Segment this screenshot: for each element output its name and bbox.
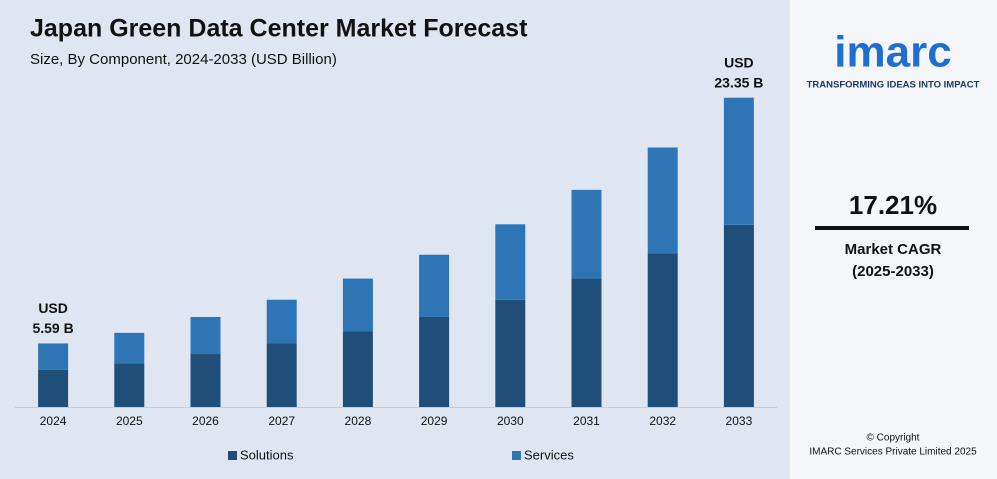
bar-segment: [342, 278, 373, 332]
legend-swatch: [512, 451, 521, 460]
total-label: USD: [724, 54, 754, 70]
bar-segment: [190, 354, 221, 407]
x-tick-label: 2032: [649, 414, 676, 428]
cagr-label: Market CAGR: [845, 241, 942, 258]
legend-swatch: [228, 451, 237, 460]
copyright: © Copyright: [867, 433, 920, 444]
x-tick-label: 2033: [726, 414, 753, 428]
total-label: 23.35 B: [714, 74, 763, 90]
bar-segment: [419, 316, 450, 407]
bar-segment: [647, 147, 678, 254]
legend-label: Solutions: [240, 447, 294, 462]
chart-subtitle: Size, By Component, 2024-2033 (USD Billi…: [30, 51, 337, 68]
cagr-period: (2025-2033): [852, 263, 934, 280]
bar-segment: [38, 369, 69, 407]
divider: [815, 226, 969, 230]
bar-segment: [723, 97, 754, 225]
x-tick-label: 2029: [421, 414, 448, 428]
x-tick-label: 2028: [345, 414, 372, 428]
x-tick-label: 2024: [40, 414, 67, 428]
bar-segment: [571, 189, 602, 279]
bar-segment: [647, 253, 678, 407]
bar-segment: [495, 224, 526, 300]
bar-segment: [266, 343, 297, 407]
x-tick-label: 2030: [497, 414, 524, 428]
bar-segment: [495, 299, 526, 407]
bar-segment: [266, 299, 297, 344]
cagr-value: 17.21%: [849, 190, 937, 220]
x-tick-label: 2026: [192, 414, 219, 428]
bar-segment: [114, 332, 145, 364]
bar-segment: [419, 254, 450, 317]
bar-segment: [342, 331, 373, 407]
bar-segment: [571, 278, 602, 407]
x-tick-label: 2027: [268, 414, 295, 428]
bar-segment: [723, 224, 754, 407]
x-tick-label: 2025: [116, 414, 143, 428]
company: IMARC Services Private Limited 2025: [809, 447, 977, 458]
logo: imarc: [834, 28, 951, 77]
side-panel: [790, 0, 997, 479]
bar-segment: [38, 343, 69, 370]
bar-segment: [114, 363, 145, 407]
total-label: USD: [38, 300, 68, 316]
bar-segment: [190, 316, 221, 355]
total-label: 5.59 B: [32, 320, 73, 336]
tagline: TRANSFORMING IDEAS INTO IMPACT: [807, 80, 980, 91]
chart-title: Japan Green Data Center Market Forecast: [30, 15, 528, 43]
legend-label: Services: [524, 447, 574, 462]
x-tick-label: 2031: [573, 414, 600, 428]
